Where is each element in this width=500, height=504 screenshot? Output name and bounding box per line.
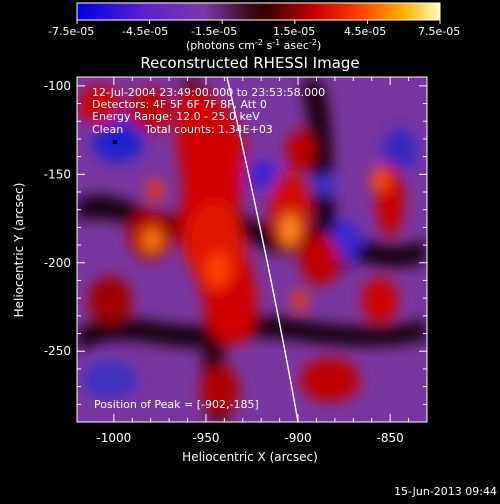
x-tick-label: -900: [284, 431, 311, 445]
annotation-peak-position: Position of Peak = [-902,-185]: [94, 398, 259, 411]
y-axis-label: Heliocentric Y (arcsec): [12, 183, 26, 318]
colorbar-frame: [76, 2, 441, 21]
colorbar: [77, 3, 440, 20]
annotation-time-range: 12-Jul-2004 23:49:00.000 to 23:53:58.000: [92, 86, 325, 99]
plot-title: Reconstructed RHESSI Image: [140, 54, 359, 72]
annotation-total-counts: Total counts: 1.34E+03: [144, 123, 273, 136]
annotation-detectors: Detectors: 4F 5F 6F 7F 8F, Att 0: [92, 98, 267, 111]
x-axis-label: Heliocentric X (arcsec): [182, 450, 318, 464]
solar-limb-line: [226, 77, 299, 422]
annotation-clean: Clean: [92, 123, 123, 136]
colorbar-tick-label-1: -4.5e-05: [122, 25, 168, 38]
peak-marker: [113, 140, 117, 144]
x-tick-label: -950: [192, 431, 219, 445]
colorbar-tick-label-2: -1.5e-05: [191, 25, 237, 38]
y-axis-ticks: -100 -150 -200 -250: [44, 79, 427, 423]
image-blobs: [77, 77, 427, 422]
y-tick-label: -100: [44, 79, 71, 93]
colorbar-tick-label-5: 7.5e-05: [418, 25, 460, 38]
colorbar-tick-label-4: 4.5e-05: [344, 25, 386, 38]
colorbar-tick-label-3: 1.5e-05: [273, 25, 315, 38]
y-tick-label: -200: [44, 256, 71, 270]
y-tick-label: -250: [44, 344, 71, 358]
footer-timestamp: 15-Jun-2013 09:44: [394, 485, 497, 498]
colorbar-units: (photons cm-2 s-1 asec-2): [186, 38, 321, 52]
x-axis-ticks: -1000 -950 -900 -850: [96, 77, 428, 445]
colorbar-ticks: [76, 20, 441, 24]
axes-frame: [76, 76, 428, 423]
y-tick-label: -150: [44, 167, 71, 181]
x-tick-label: -850: [377, 431, 404, 445]
annotation-energy-range: Energy Range: 12.0 - 25.0 keV: [92, 110, 260, 123]
x-tick-label: -1000: [96, 431, 131, 445]
colorbar-tick-label-0: -7.5e-05: [48, 25, 94, 38]
